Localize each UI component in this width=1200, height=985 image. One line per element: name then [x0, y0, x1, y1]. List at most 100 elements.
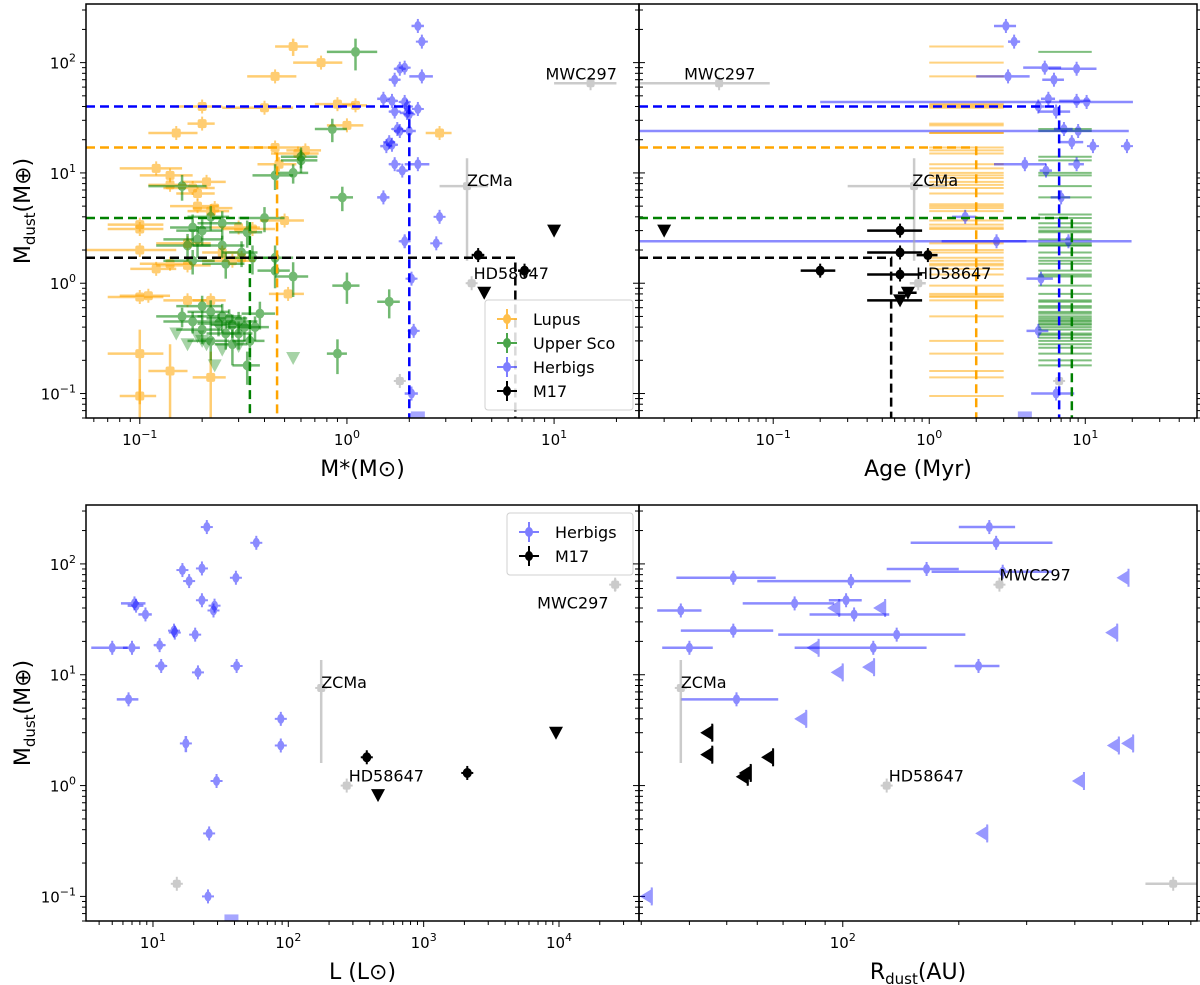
marker: [197, 301, 207, 312]
upper-sco-point: [232, 351, 260, 385]
legend: Herbigs M17: [506, 512, 634, 576]
annotation-zcma: ZCMa: [681, 673, 727, 692]
marker: [177, 181, 187, 192]
reference-point: [340, 778, 353, 793]
herbigs-limits-point: [1071, 771, 1085, 790]
herbigs-limits-point: [862, 658, 876, 677]
marker: [135, 349, 145, 359]
legend-label: M17: [533, 382, 567, 401]
upper-limit-marker: [830, 664, 844, 681]
herbigs-limits-point: [1105, 623, 1119, 642]
reference-point: [880, 778, 893, 793]
lupus-point: [107, 290, 164, 305]
m17-limits-point: [867, 294, 923, 308]
marker: [193, 189, 203, 199]
marker: [1052, 106, 1060, 117]
marker: [221, 258, 231, 269]
upper-sco-point: [229, 220, 263, 248]
marker: [193, 234, 203, 245]
herbigs-point: [388, 72, 401, 87]
herbigs-point: [203, 826, 216, 841]
herbigs-point: [976, 69, 1030, 84]
m17-point: [867, 267, 923, 282]
marker: [393, 124, 401, 135]
marker: [729, 625, 737, 636]
marker: [204, 891, 212, 902]
marker: [234, 328, 244, 339]
marker: [414, 159, 422, 170]
annotation-zcma: ZCMa: [321, 673, 367, 692]
marker: [130, 598, 138, 609]
legend-marker: [497, 381, 517, 401]
upper-sco-limits-point: [199, 338, 214, 352]
m17-point: [461, 765, 474, 780]
herbigs-point: [385, 93, 398, 108]
herbigs-point: [401, 99, 414, 114]
upper-limit-marker: [1116, 569, 1130, 586]
marker: [869, 642, 877, 653]
marker: [1004, 71, 1012, 82]
legend-marker: [497, 333, 517, 353]
marker: [895, 269, 905, 280]
herbigs-point: [409, 69, 433, 84]
marker: [395, 376, 404, 385]
lupus-point: [192, 351, 226, 418]
herbigs-point: [742, 596, 835, 611]
marker: [1052, 388, 1060, 399]
marker: [405, 125, 413, 136]
marker: [895, 247, 905, 258]
herbigs-point: [377, 91, 390, 106]
herbigs-point: [993, 18, 1017, 33]
herbigs-point: [1026, 323, 1049, 338]
herbigs-limits-point: [827, 599, 841, 618]
marker: [362, 752, 372, 763]
upper-limit-marker: [827, 600, 841, 617]
m17-point: [867, 223, 923, 238]
herbigs-point: [91, 640, 128, 655]
herbigs-point: [958, 520, 1016, 535]
herbigs-point: [1042, 72, 1064, 87]
x-axis: 102: [640, 921, 1192, 952]
marker: [520, 265, 530, 276]
reference-point: [909, 276, 926, 291]
marker: [396, 63, 404, 74]
upper-sco-limits-point: [169, 327, 184, 341]
tick-label: 102: [50, 553, 76, 574]
upper-limit-marker: [1071, 772, 1085, 789]
legend-marker-dot: [525, 551, 533, 561]
marker: [185, 576, 193, 587]
herbigs-point: [230, 658, 243, 673]
marker: [171, 627, 179, 638]
upper-sco-limits-point: [190, 330, 205, 344]
marker: [1068, 137, 1076, 148]
tick-label: 103: [411, 931, 437, 952]
median-line-herbigs: [639, 105, 1061, 418]
annotation-hd58647: HD58647: [889, 767, 964, 786]
upper-sco-point: [275, 164, 309, 184]
marker: [1064, 236, 1072, 247]
herbigs-point: [1031, 386, 1075, 401]
upper-limit-marker: [231, 339, 246, 353]
marker: [135, 224, 145, 234]
marker: [791, 598, 799, 609]
marker: [893, 629, 901, 640]
upper-sco-limits-point: [195, 334, 210, 348]
marker: [277, 740, 285, 751]
marker: [327, 124, 337, 135]
herbigs-point: [1040, 91, 1056, 106]
herbigs-point: [399, 105, 414, 120]
marker: [1074, 125, 1082, 136]
herbigs-point: [396, 163, 409, 178]
herbigs-point: [1120, 139, 1133, 154]
marker: [206, 306, 216, 317]
marker: [132, 600, 140, 611]
marker: [171, 128, 181, 138]
tick-label: 10−1: [41, 885, 76, 906]
upper-sco-point: [187, 327, 230, 361]
herbigs-point: [1038, 104, 1071, 119]
y-axis: 10−1 100 101 102: [41, 9, 645, 419]
m17-limits-point: [477, 286, 492, 300]
legend-marker-dot: [503, 338, 511, 348]
upper-limit-marker: [794, 710, 808, 727]
